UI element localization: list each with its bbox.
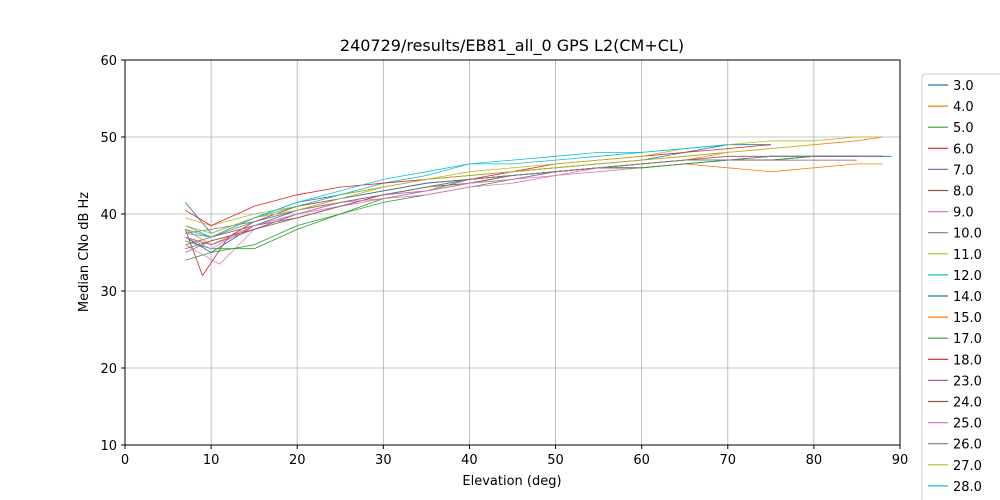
legend-box: [921, 73, 1000, 500]
legend-entry-label: 9.0: [953, 206, 974, 221]
x-tick-label: 20: [289, 453, 306, 468]
x-tick-label: 80: [806, 453, 823, 468]
legend-entry-label: 4.0: [953, 100, 974, 115]
series-line-11.0: [185, 136, 883, 227]
x-tick-label: 70: [720, 453, 737, 468]
series-line-17.0: [185, 155, 883, 250]
legend-entry-label: 25.0: [953, 417, 982, 432]
series-line-10.0: [185, 155, 857, 234]
legend-entry-label: 3.0: [953, 79, 974, 94]
legend-entry-label: 8.0: [953, 185, 974, 200]
legend-entry-label: 12.0: [953, 269, 982, 284]
legend-entry-label: 28.0: [953, 480, 982, 495]
x-tick-label: 30: [375, 453, 392, 468]
series-line-25.0: [185, 163, 642, 250]
series-line-8.0: [185, 155, 857, 246]
x-tick-label: 10: [203, 453, 220, 468]
grid-lines: [124, 59, 901, 446]
series-line-3.0: [184, 144, 771, 234]
legend-entry-label: 7.0: [953, 163, 974, 178]
series-lines: [184, 136, 892, 277]
legend-entry-label: 24.0: [953, 396, 982, 411]
legend-entry-label: 6.0: [953, 142, 974, 157]
x-tick-label: 40: [461, 453, 478, 468]
x-tick-label: 50: [547, 453, 564, 468]
legend-entry-label: 27.0: [953, 459, 982, 474]
legend: 3.0 4.0 5.0 6.0 7.0 8.0 9.0 10.0 11.0 12.0 14.0 15.…: [921, 73, 1000, 500]
legend-entry-label: 17.0: [953, 332, 982, 347]
x-tick-label: 0: [121, 453, 129, 468]
x-tick-label: 60: [633, 453, 650, 468]
legend-entry-label: 26.0: [953, 438, 982, 453]
series-line-24.0: [185, 159, 857, 250]
legend-entry-label: 14.0: [953, 290, 982, 305]
y-tick-label: 20: [100, 362, 117, 377]
legend-entry-label: 5.0: [953, 121, 974, 136]
series-line-12.0: [185, 144, 728, 238]
y-tick-label: 60: [100, 54, 117, 69]
legend-entry-label: 10.0: [953, 227, 982, 242]
x-axis-label: Elevation (deg): [462, 474, 561, 489]
legend-entry-label: 18.0: [953, 353, 982, 368]
legend-entry-label: 15.0: [953, 311, 982, 326]
y-tick-label: 50: [100, 131, 117, 146]
y-tick-label: 30: [100, 285, 117, 300]
y-axis-label: Median CNo dB Hz: [77, 192, 92, 312]
legend-entry-label: 23.0: [953, 374, 982, 389]
x-axis-ticks: 0 10 20 30 40 50 60 70 80 90: [121, 445, 908, 468]
series-line-26.0: [185, 155, 814, 238]
y-tick-label: 40: [100, 208, 117, 223]
y-tick-label: 10: [100, 439, 117, 454]
series-line-28.0: [185, 144, 728, 238]
x-tick-label: 90: [892, 453, 909, 468]
legend-entry-label: 11.0: [953, 248, 982, 263]
y-axis-ticks: 10 20 30 40 50 60: [100, 54, 125, 454]
plot-frame: [124, 59, 901, 446]
series-line-27.0: [185, 144, 814, 234]
chart-title: 240729/results/EB81_all_0 GPS L2(CM+CL): [340, 36, 684, 56]
series-line-9.0: [185, 167, 642, 265]
